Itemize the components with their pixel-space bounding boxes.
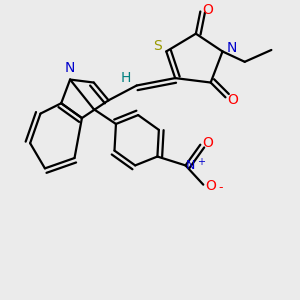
Text: N: N (186, 159, 196, 172)
Text: N: N (226, 41, 237, 56)
Text: S: S (154, 38, 162, 52)
Text: H: H (120, 71, 130, 85)
Text: N: N (65, 61, 75, 75)
Text: O: O (227, 93, 238, 107)
Text: O: O (205, 179, 216, 193)
Text: O: O (202, 3, 213, 17)
Text: +: + (197, 158, 205, 167)
Text: O: O (202, 136, 213, 150)
Text: -: - (219, 181, 223, 194)
